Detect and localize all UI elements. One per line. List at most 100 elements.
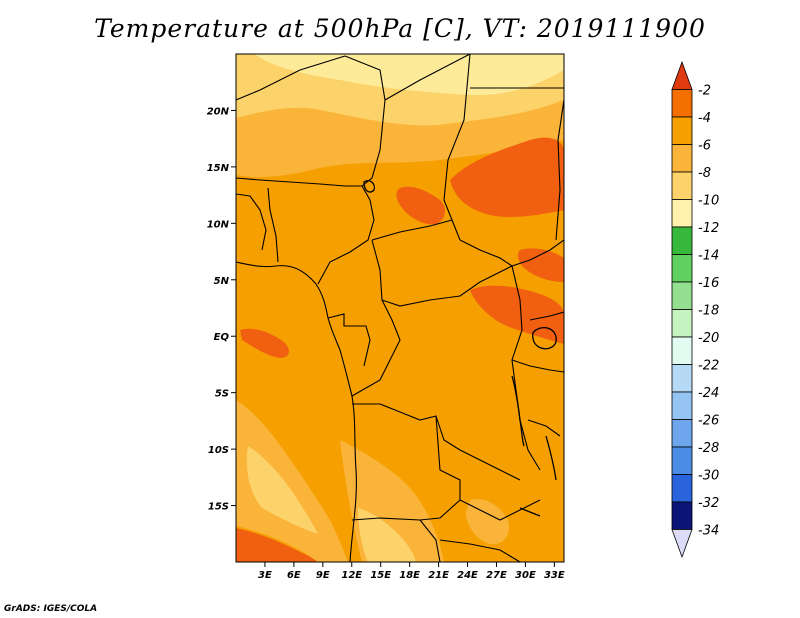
field-mid-north [236, 100, 564, 178]
field-mid-southwest [236, 400, 348, 562]
lakes [363, 180, 557, 517]
field-warmest-rift [517, 248, 564, 282]
colorbar-swatch [671, 89, 693, 118]
colorbar-swatch [671, 419, 693, 448]
lake-kariba [519, 507, 541, 517]
border-namibia-botswana [419, 519, 441, 562]
colorbar-label: -30 [698, 469, 719, 484]
lat-tick-label: 5N [214, 276, 230, 287]
border-east-africa [529, 311, 564, 321]
border-congo-drc [351, 299, 401, 397]
colorbar-bottom-arrow [671, 529, 693, 559]
border-chad-sudan [443, 54, 471, 241]
lat-tick-label: 20N [207, 106, 230, 117]
colorbar-label: -24 [698, 386, 719, 401]
border-southeast [439, 539, 521, 562]
map-frame [235, 53, 565, 563]
colorbar-swatch [671, 446, 693, 475]
field-warm-central [236, 140, 564, 562]
lon-tick-label: 15E [370, 570, 391, 581]
field-warmest-central [396, 186, 445, 225]
lon-tick-label: 18E [399, 570, 420, 581]
field-warmest-west [240, 328, 289, 358]
lake-tanganyika [511, 375, 525, 447]
colorbar-swatch [671, 281, 693, 310]
colorbar-label: -32 [698, 496, 719, 511]
colorbar-swatch [671, 116, 693, 145]
country-borders [236, 54, 564, 562]
colorbar-label: -34 [698, 524, 719, 539]
border-chad-libya [384, 54, 471, 101]
border-nigeria-cameroon [317, 185, 375, 285]
field-light-south [358, 508, 416, 562]
border-niger-libya [344, 55, 386, 101]
colorbar-label: -16 [698, 276, 719, 291]
colorbar-label: -20 [698, 331, 719, 346]
colorbar-label: -4 [698, 111, 711, 126]
border-angola-zambia [419, 415, 461, 521]
colorbar-label: -18 [698, 304, 719, 319]
lat-tick-label: 5S [215, 389, 229, 400]
field-warmest-southwest [236, 528, 318, 562]
lake-malawi [545, 435, 557, 481]
colorbar-swatch [671, 391, 693, 420]
lon-tick-label: 12E [341, 570, 362, 581]
lat-tick-label: 10N [207, 219, 230, 230]
colorbar-label: -2 [698, 84, 711, 99]
border-congo-gabon [327, 313, 371, 367]
colorbar-swatch [671, 199, 693, 228]
lat-tick-label: 15S [208, 502, 229, 513]
colorbar-label: -6 [698, 139, 711, 154]
colorbar-swatch [671, 364, 693, 393]
lat-tick-label: EQ [214, 332, 230, 343]
lon-tick-label: 6E [287, 570, 301, 581]
lon-tick-label: 30E [515, 570, 536, 581]
lon-tick-label: 3E [258, 570, 272, 581]
lake-victoria [532, 327, 557, 350]
field-lightest-north [255, 54, 564, 96]
colorbar: -2 -4 -6 -8 -10 -12 -14 -16 -18 -20 -22 -24 -26 -28 -3… [671, 60, 719, 559]
border-zambia-zimbabwe [459, 499, 541, 521]
lon-tick-label: 24E [457, 570, 478, 581]
colorbar-swatch [671, 254, 693, 283]
border-algeria-niger [236, 55, 346, 101]
border-drc-angola [352, 403, 521, 481]
lake-chad [363, 180, 376, 193]
border-sudan-ssudan [459, 239, 564, 267]
border-sudan-east [555, 99, 564, 241]
colorbar-swatch [671, 336, 693, 365]
colorbar-label: -8 [698, 166, 711, 181]
field-warmest-east [450, 137, 564, 218]
border-niger-nigeria [236, 177, 362, 187]
colorbar-swatch [671, 226, 693, 255]
border-west-africa-1 [236, 193, 267, 251]
border-lakes-region [511, 359, 564, 373]
map-title: Temperature at 500hPa [C], VT: 201911190… [94, 14, 706, 43]
coastline-west [236, 261, 357, 562]
lon-tick-label: 9E [316, 570, 330, 581]
colorbar-label: -26 [698, 414, 719, 429]
lon-tick-label: 27E [486, 570, 507, 581]
colorbar-swatch [671, 309, 693, 338]
border-west-africa-2 [267, 187, 279, 263]
field-light-southwest [246, 446, 318, 534]
colorbar-swatch [671, 474, 693, 503]
colorbar-top-arrow [671, 60, 693, 90]
lon-tick-label: 21E [428, 570, 449, 581]
border-drc-east [511, 265, 541, 471]
colorbar-label: -14 [698, 249, 719, 264]
lon-tick-label: 33E [544, 570, 565, 581]
field-warmest-lakes [470, 285, 564, 344]
lat-tick-label: 10S [208, 445, 229, 456]
colorbar-swatch [671, 171, 693, 200]
lon-axis: 3E 6E 9E 12E 15E 18E 21E 24E 27E 30E 33E [258, 562, 565, 581]
lat-axis: 20N 15N 10N 5N EQ 5S 10S 15S [207, 106, 236, 513]
colorbar-label: -10 [698, 194, 719, 209]
lat-tick-label: 15N [207, 163, 230, 174]
border-car-south [371, 239, 513, 307]
border-east-lower [527, 419, 561, 437]
grads-credit: GrADS: IGES/COLA [4, 604, 98, 614]
colorbar-label: -22 [698, 359, 719, 374]
field-mid-southeast [466, 499, 510, 545]
